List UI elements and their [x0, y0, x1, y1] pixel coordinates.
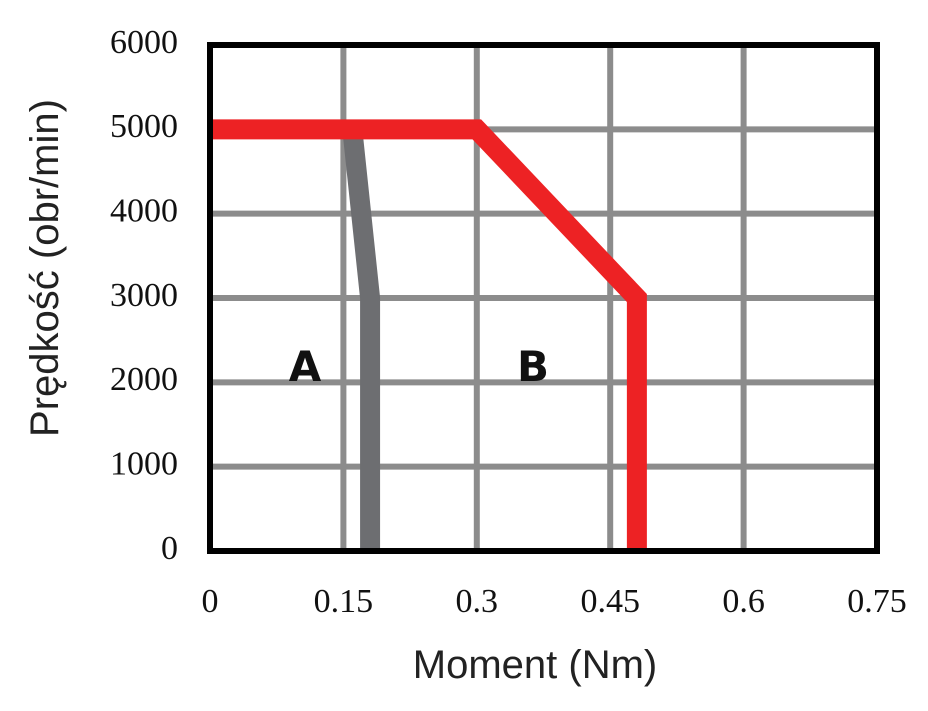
line-series — [342, 128, 381, 551]
x-tick-label: 0.6 — [722, 583, 765, 620]
y-tick-label: 2000 — [110, 361, 178, 398]
y-tick-label: 5000 — [110, 108, 178, 145]
x-tick-label: 0.15 — [314, 583, 374, 620]
y-tick-label: 3000 — [110, 277, 178, 314]
y-tick-label: 1000 — [110, 445, 178, 482]
x-axis-label: Moment (Nm) — [413, 643, 657, 687]
x-tick-label: 0.45 — [580, 583, 640, 620]
line-series — [210, 119, 647, 551]
y-axis-label: Prędkość (obr/min) — [23, 99, 67, 437]
plot-border — [207, 42, 880, 554]
series-label: A — [289, 342, 322, 391]
x-tick-label: 0 — [202, 583, 219, 620]
y-tick-label: 6000 — [110, 24, 178, 61]
x-tick-label: 0.75 — [847, 583, 907, 620]
y-tick-label: 4000 — [110, 192, 178, 229]
y-tick-label: 0 — [161, 530, 178, 567]
x-tick-label: 0.3 — [456, 583, 499, 620]
series-label: B — [517, 342, 549, 391]
